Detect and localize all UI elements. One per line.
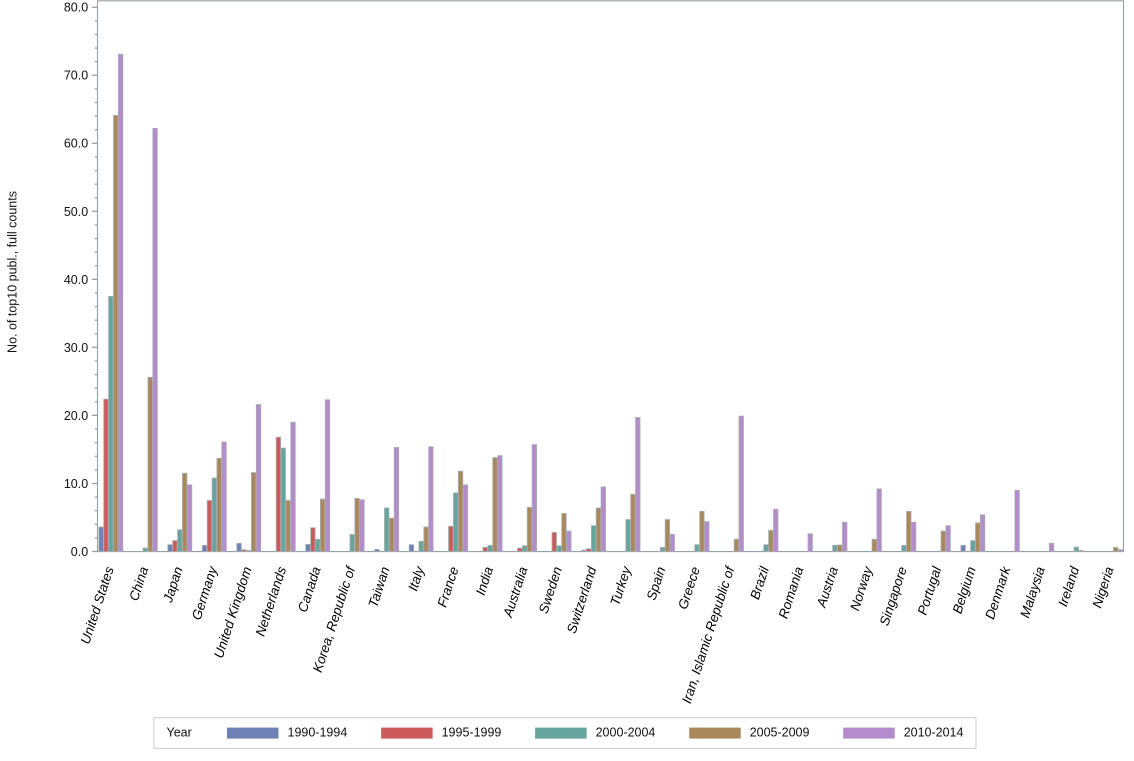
svg-text:2000-2004: 2000-2004 [596,726,656,740]
svg-text:Year: Year [167,726,192,740]
svg-text:No. of top10 publ., full count: No. of top10 publ., full counts [6,191,20,353]
svg-text:1990-1994: 1990-1994 [288,726,348,740]
svg-text:2005-2009: 2005-2009 [750,726,810,740]
svg-text:1995-1999: 1995-1999 [442,726,502,740]
svg-text:30.0: 30.0 [64,341,88,355]
svg-text:2010-2014: 2010-2014 [904,726,964,740]
svg-text:60.0: 60.0 [64,137,88,151]
svg-text:40.0: 40.0 [64,273,88,287]
svg-text:70.0: 70.0 [64,69,88,83]
svg-text:0.0: 0.0 [71,545,88,559]
svg-text:80.0: 80.0 [64,1,88,15]
svg-text:50.0: 50.0 [64,205,88,219]
svg-text:20.0: 20.0 [64,409,88,423]
svg-text:10.0: 10.0 [64,477,88,491]
